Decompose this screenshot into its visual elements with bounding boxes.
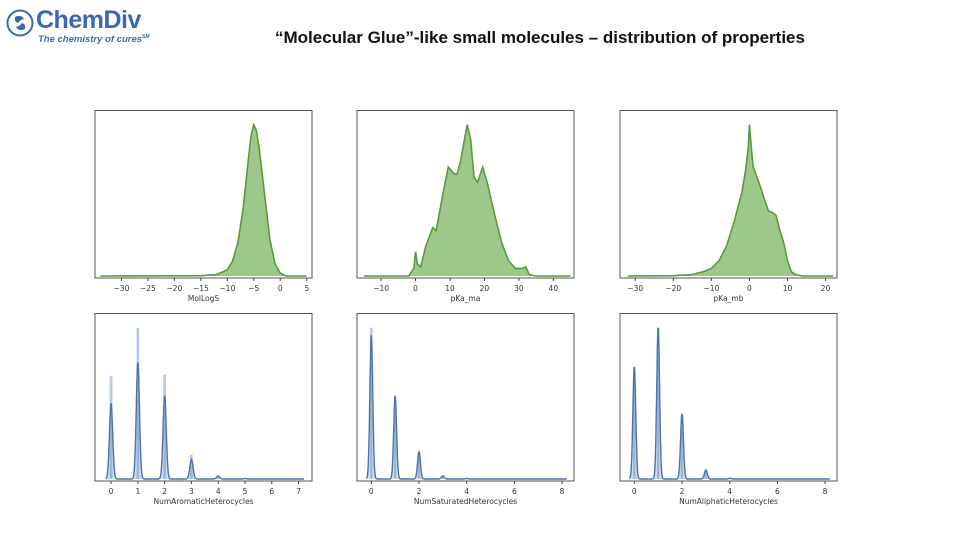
x-tick-label: 0 (413, 284, 418, 293)
x-axis-label: NumSaturatedHeterocycles (414, 497, 517, 506)
histogram-bar (163, 374, 166, 479)
x-tick-label: −25 (140, 284, 156, 293)
x-axis-label: MolLogS (188, 294, 220, 303)
x-tick-label: 0 (369, 487, 374, 496)
x-tick-label: −10 (703, 284, 719, 293)
x-tick-label: 10 (783, 284, 793, 293)
x-tick-label: 4 (464, 487, 469, 496)
x-tick-label: 6 (269, 487, 274, 496)
x-tick-label: −20 (166, 284, 182, 293)
x-tick-label: 5 (304, 284, 309, 293)
x-tick-label: 0 (278, 284, 283, 293)
x-tick-label: 5 (243, 487, 248, 496)
logo-icon (6, 9, 34, 37)
histogram-bar (704, 469, 708, 479)
x-axis-label: pKa_mb (714, 294, 744, 303)
histogram-bar (680, 413, 684, 479)
histogram-bar (633, 367, 636, 479)
x-tick-label: 40 (549, 284, 559, 293)
chart-MolLogS: −30 −25 −20 −15 −10 −5 0 5 MolLogS (94, 110, 313, 303)
chart-NumSaturatedHeterocycles: 0 2 4 6 8 NumSaturatedHeterocycles (356, 313, 575, 506)
x-tick-label: 8 (823, 487, 828, 496)
histogram-area (363, 124, 571, 276)
x-tick-label: 0 (109, 487, 114, 496)
x-tick-label: 2 (162, 487, 167, 496)
kde-line (363, 124, 571, 277)
x-tick-label: 4 (216, 487, 221, 496)
x-tick-label: 20 (480, 284, 490, 293)
histogram-area (100, 124, 307, 276)
kde-line (629, 327, 830, 480)
x-axis-label: pKa_ma (451, 294, 481, 303)
chemdiv-logo: ChemDiv The chemistry of curesSM (6, 6, 196, 46)
kde-line (100, 122, 307, 277)
plot-frame (619, 313, 838, 482)
histogram-bar (190, 454, 193, 479)
histogram-bar (216, 475, 220, 479)
histogram-bar (441, 475, 445, 479)
x-tick-label: −10 (373, 284, 389, 293)
plot-frame (619, 110, 838, 279)
x-tick-label: −10 (219, 284, 235, 293)
x-tick-label: 6 (775, 487, 780, 496)
x-tick-label: 4 (727, 487, 732, 496)
x-tick-label: −15 (193, 284, 209, 293)
kde-line (365, 335, 567, 480)
x-tick-label: 1 (135, 487, 140, 496)
histogram-bar (417, 451, 421, 479)
chart-pKa_ma: −10 0 10 20 30 40 pKa_ma (356, 110, 575, 303)
x-tick-label: 10 (445, 284, 455, 293)
x-tick-label: −5 (248, 284, 259, 293)
histogram-area (627, 124, 834, 276)
x-tick-label: 2 (680, 487, 685, 496)
plot-frame (94, 110, 313, 279)
chart-NumAromaticHeterocycles: 0 1 2 3 4 5 6 7 NumAromaticHeterocycles (94, 313, 313, 506)
plot-frame (356, 110, 575, 279)
histogram-bar (370, 327, 373, 479)
x-tick-label: 3 (189, 487, 194, 496)
kde-line (105, 362, 304, 480)
chart-pKa_mb: −30 −20 −10 0 10 20 pKa_mb (619, 110, 838, 303)
chart-NumAliphaticHeterocycles: 0 2 4 6 8 NumAliphaticHeterocycles (619, 313, 838, 506)
x-tick-label: −30 (114, 284, 130, 293)
slide-title: “Molecular Glue”-like small molecules – … (275, 28, 805, 47)
histogram-bar (393, 407, 397, 479)
x-tick-label: 30 (514, 284, 524, 293)
logo-brand: ChemDiv (36, 6, 141, 34)
x-tick-label: −20 (665, 284, 681, 293)
x-tick-label: 7 (296, 487, 301, 496)
x-tick-label: 20 (821, 284, 831, 293)
kde-line (627, 124, 834, 277)
x-axis-label: NumAromaticHeterocycles (154, 497, 254, 506)
x-tick-label: 2 (417, 487, 422, 496)
plot-frame (356, 313, 575, 482)
histogram-bar (109, 376, 113, 479)
x-tick-label: 0 (747, 284, 752, 293)
histogram-bar (656, 327, 660, 479)
logo-tagline: The chemistry of curesSM (38, 34, 150, 46)
x-tick-label: 8 (560, 487, 565, 496)
histogram-bar (136, 327, 140, 479)
plot-frame (94, 313, 313, 482)
x-tick-label: 0 (632, 487, 637, 496)
x-tick-label: 6 (512, 487, 517, 496)
x-axis-label: NumAliphaticHeterocycles (679, 497, 778, 506)
x-tick-label: −30 (627, 284, 643, 293)
